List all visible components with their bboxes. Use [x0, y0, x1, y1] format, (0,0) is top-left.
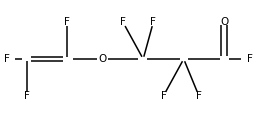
Text: F: F [196, 91, 202, 101]
Text: F: F [150, 17, 156, 27]
Text: F: F [120, 17, 126, 27]
Text: O: O [220, 17, 228, 27]
Text: F: F [247, 54, 252, 64]
Text: O: O [99, 54, 107, 64]
Text: F: F [64, 17, 70, 27]
Text: F: F [24, 91, 30, 101]
Text: F: F [4, 54, 9, 64]
Text: F: F [161, 91, 166, 101]
